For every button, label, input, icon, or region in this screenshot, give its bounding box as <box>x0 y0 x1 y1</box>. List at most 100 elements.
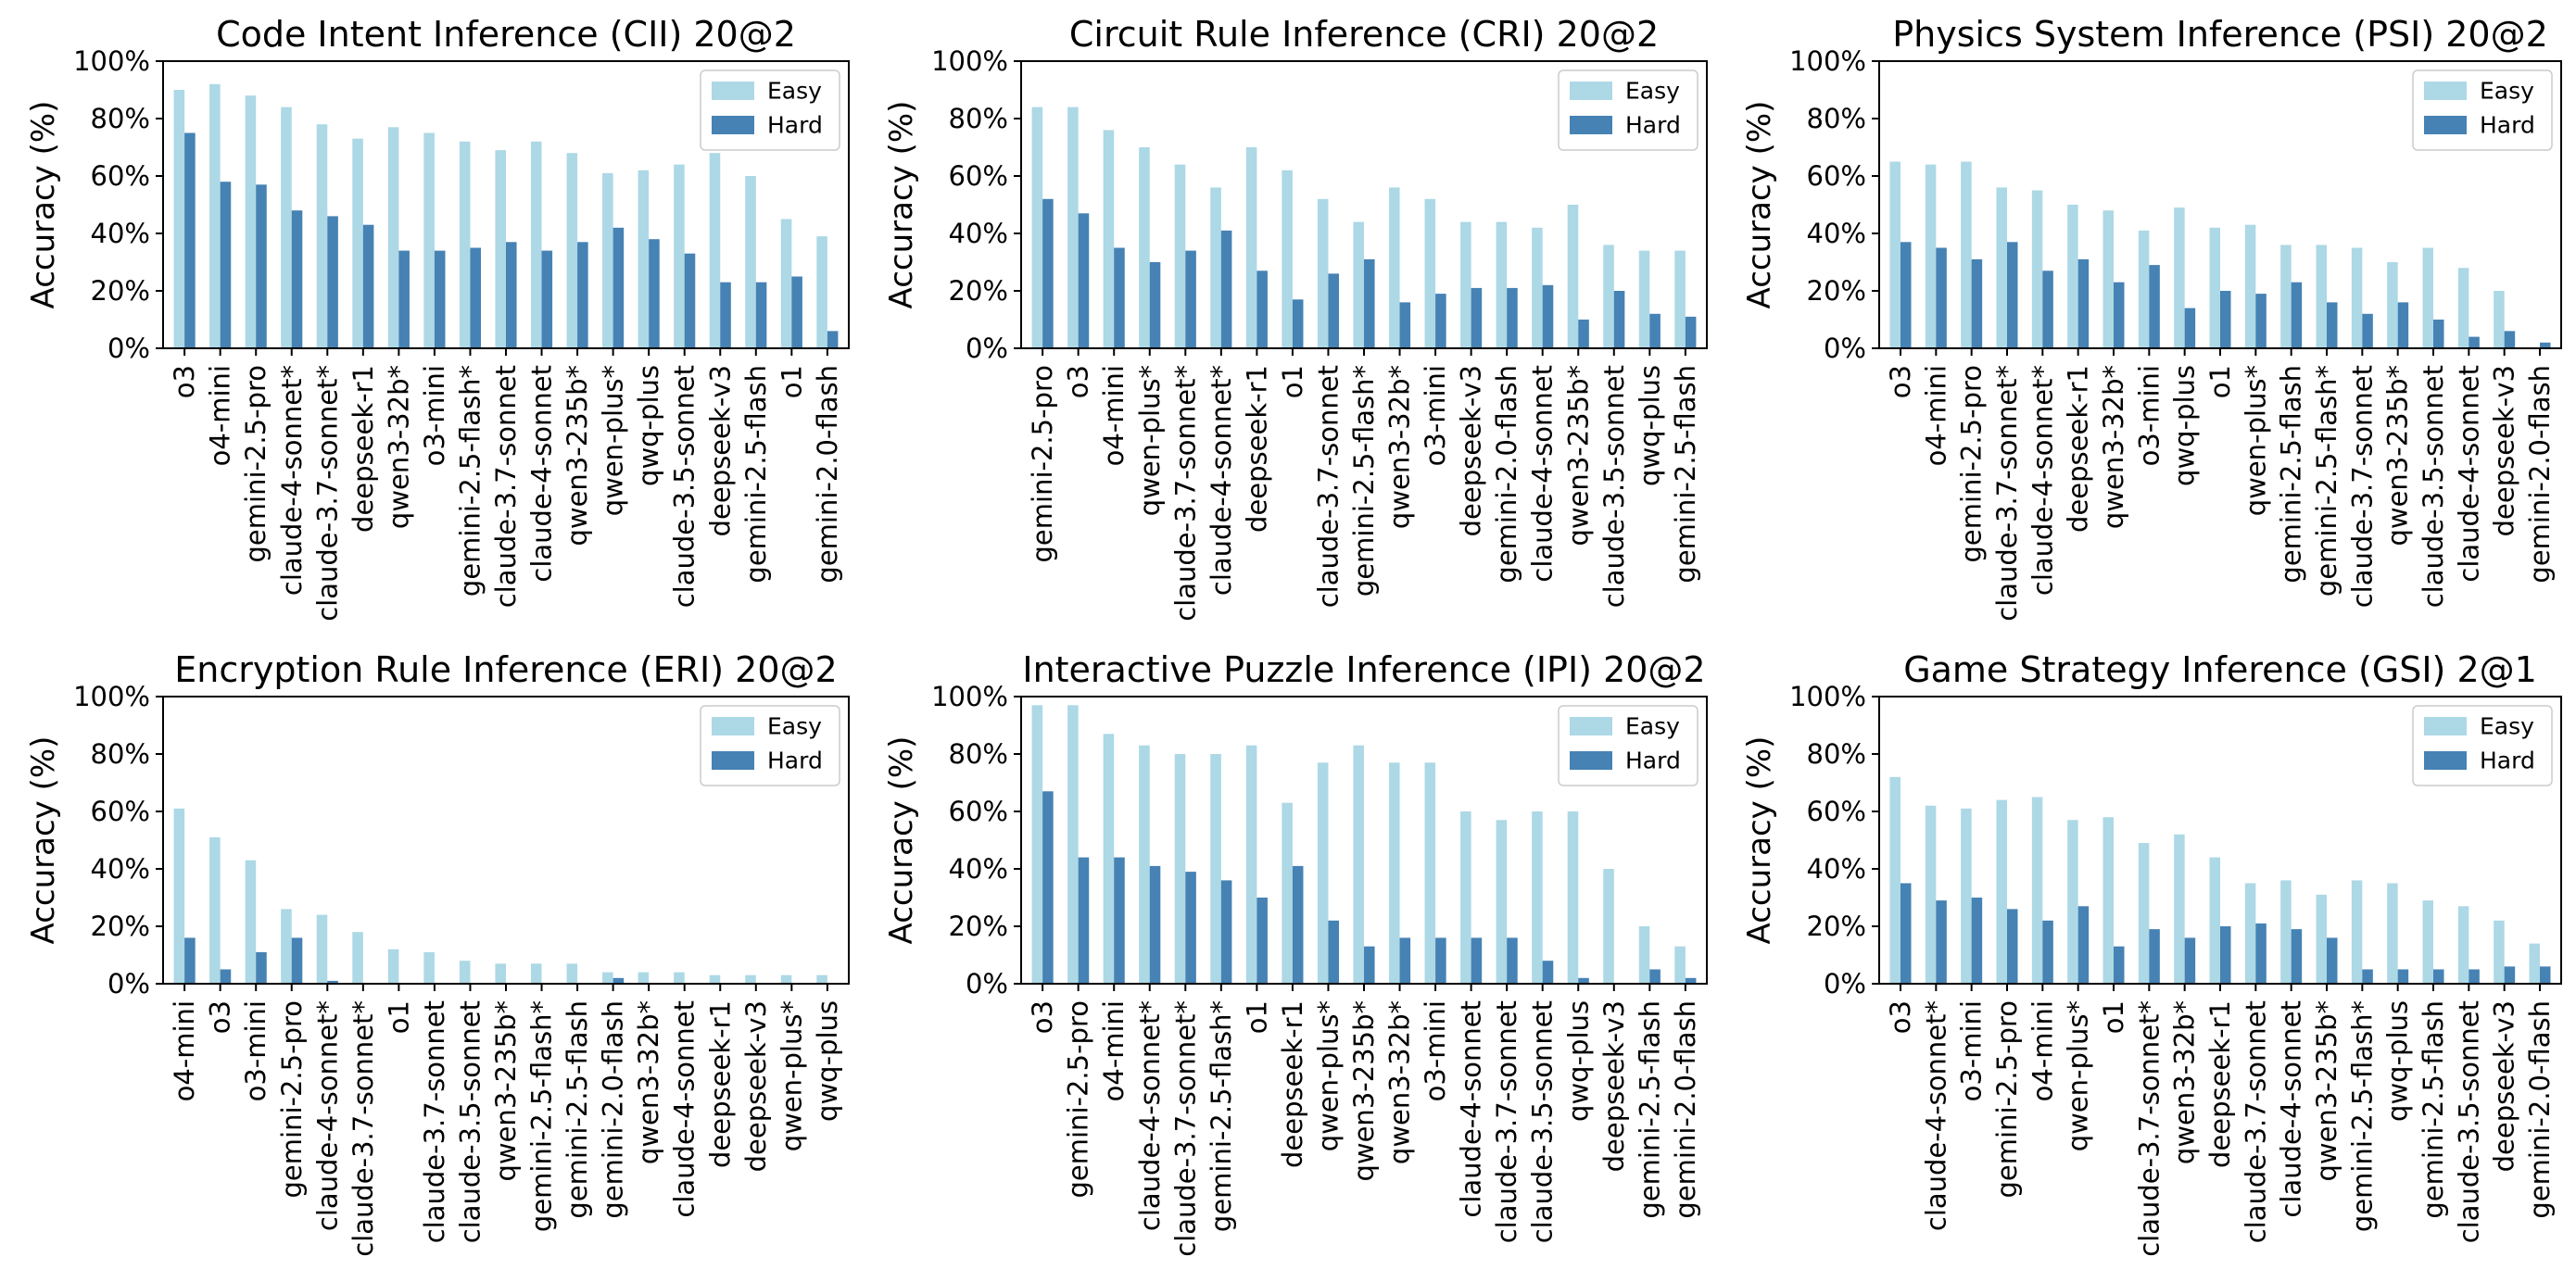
bar-easy <box>1139 745 1150 984</box>
bar-hard <box>2255 294 2267 348</box>
bar-hard <box>1292 299 1304 348</box>
x-tick-label: o1 <box>2098 1000 2129 1034</box>
y-tick-label: 20% <box>1807 275 1866 307</box>
x-tick-label: gemini-2.5-flash <box>2276 365 2307 584</box>
bar-hard <box>2291 282 2303 348</box>
x-tick-label: qwen-plus* <box>598 365 629 516</box>
bar-easy <box>1174 164 1186 348</box>
x-tick-label: gemini-2.0-flash <box>812 365 843 584</box>
bars <box>173 808 827 984</box>
bar-easy <box>1388 762 1400 984</box>
bar-easy <box>638 972 650 984</box>
legend: Easy Hard <box>700 705 840 786</box>
bar-easy <box>1496 820 1508 984</box>
bar-easy <box>1282 170 1293 348</box>
bar-hard <box>2255 923 2267 984</box>
x-tick-label: o3-mini <box>1420 365 1451 466</box>
bar-hard <box>1649 313 1661 348</box>
x-tick-label: qwen-plus* <box>2063 1000 2094 1151</box>
bar-hard <box>1220 230 1232 348</box>
x-tick-label: gemini-2.0-flash <box>1670 1000 1701 1219</box>
x-tick-label: o4-mini <box>2027 1000 2058 1101</box>
x-tick-label: o3 <box>1027 1000 1058 1034</box>
x-tick-label: claude-3.7-sonnet* <box>1169 365 1201 622</box>
bar-easy <box>1139 147 1150 348</box>
x-tick-label: qwen3-32b* <box>2169 1000 2201 1164</box>
bar-hard <box>2077 258 2090 348</box>
x-tick-label: qwen3-235b* <box>562 365 593 547</box>
bar-easy <box>2102 210 2114 348</box>
bar-easy <box>2174 834 2185 984</box>
bar-hard <box>1078 857 1090 984</box>
bar-hard <box>1399 302 1411 348</box>
y-tick-label: 40% <box>91 218 150 249</box>
x-tick-label: claude-4-sonnet <box>669 1000 701 1218</box>
legend-swatch-easy <box>2424 717 2467 735</box>
x-tick-label: o1 <box>776 365 807 398</box>
bar-hard <box>2042 920 2053 984</box>
bar-easy <box>745 176 756 348</box>
x-tick-label: o3-mini <box>1420 1000 1451 1101</box>
bar-easy <box>1210 187 1221 348</box>
x-tick-label: claude-4-sonnet* <box>2027 365 2058 596</box>
x-tick-label: o3 <box>1885 365 1916 398</box>
x-tick-label: claude-3.7-sonnet* <box>1169 1000 1201 1257</box>
bar-hard <box>2007 909 2018 984</box>
legend-swatch-hard <box>1570 751 1612 770</box>
plot-frame <box>162 696 850 985</box>
bar-hard <box>2327 302 2338 348</box>
x-tick-label: qwen-plus* <box>776 1000 807 1151</box>
x-tick-label: qwq-plus <box>1562 1000 1594 1122</box>
y-tick-label: 0% <box>1824 968 1866 999</box>
legend-label: Hard <box>2480 112 2535 139</box>
x-tick-label: o1 <box>2204 365 2236 398</box>
bar-hard <box>1613 291 1625 348</box>
x-tick-label: deepseek-v3 <box>1456 365 1487 536</box>
y-tick-label: 60% <box>91 796 150 827</box>
bar-easy <box>1460 811 1471 984</box>
x-tick-label: deepseek-v3 <box>740 1000 772 1172</box>
chart-title: Game Strategy Inference (GSI) 2@1 <box>1903 649 2537 690</box>
x-tick-label: qwq-plus <box>2169 365 2201 486</box>
bar-easy <box>1925 805 1937 984</box>
bar-easy <box>2457 906 2469 984</box>
legend-swatch-easy <box>2424 82 2467 100</box>
y-tick-label: 100% <box>73 45 150 77</box>
legend: Easy Hard <box>700 69 840 151</box>
y-tick-label: 20% <box>1807 911 1866 942</box>
bar-hard <box>2433 320 2444 348</box>
bar-easy <box>2138 843 2150 984</box>
bar-hard <box>2291 929 2303 984</box>
legend: Easy Hard <box>1558 69 1698 151</box>
bar-hard <box>1542 961 1554 984</box>
x-tick-label: claude-4-sonnet* <box>1134 1000 1166 1231</box>
bar-hard <box>2397 969 2409 984</box>
x-tick-label: gemini-2.5-flash <box>1670 365 1701 584</box>
legend: Easy Hard <box>1558 705 1698 786</box>
plot-frame <box>1878 60 2562 349</box>
bar-hard <box>220 969 232 984</box>
x-tick-label: gemini-2.5-flash* <box>1206 1000 1237 1232</box>
x-tick-label: deepseek-v3 <box>704 365 736 536</box>
bar-easy <box>1961 808 1972 984</box>
bar-hard <box>434 250 446 348</box>
y-tick-label: 60% <box>949 160 1008 192</box>
bar-hard <box>1936 247 1947 348</box>
bar-hard <box>2469 969 2480 984</box>
legend-swatch-hard <box>1570 116 1612 134</box>
legend: Easy Hard <box>2412 705 2553 786</box>
bar-hard <box>1114 247 1125 348</box>
bar-hard <box>2397 302 2409 348</box>
bar-easy <box>1674 946 1686 984</box>
x-tick-label: qwen3-235b* <box>1562 365 1594 547</box>
bar-easy <box>352 138 363 348</box>
x-tick-label: qwen3-235b* <box>2382 365 2414 547</box>
legend-swatch-easy <box>712 717 754 735</box>
bar-hard <box>1328 273 1340 348</box>
bar-easy <box>745 974 756 984</box>
x-tick-label: qwen-plus* <box>1312 1000 1344 1151</box>
bar-easy <box>1567 811 1579 984</box>
legend-label: Hard <box>2480 748 2535 774</box>
bar-easy <box>459 961 471 984</box>
x-tick-label: o1 <box>1277 365 1308 398</box>
